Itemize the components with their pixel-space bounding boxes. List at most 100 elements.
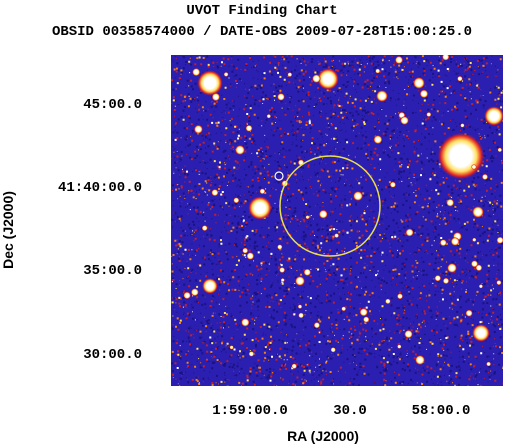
y-tick-label: 45:00.0 xyxy=(83,97,142,113)
star xyxy=(426,112,432,117)
sky-image xyxy=(171,55,503,386)
star xyxy=(497,147,503,153)
star xyxy=(312,74,321,83)
star xyxy=(334,233,339,239)
star xyxy=(484,106,503,126)
star xyxy=(363,316,370,323)
star xyxy=(280,278,285,283)
star xyxy=(413,77,425,89)
star xyxy=(397,293,403,300)
star xyxy=(472,324,490,342)
star xyxy=(400,116,409,125)
star xyxy=(277,244,283,250)
star xyxy=(475,264,483,272)
star xyxy=(305,215,310,220)
star xyxy=(183,291,191,300)
star xyxy=(437,132,485,180)
star xyxy=(470,260,479,268)
star xyxy=(295,276,305,286)
star xyxy=(241,318,250,327)
star xyxy=(259,188,266,195)
star xyxy=(287,72,293,77)
star xyxy=(303,268,311,276)
star xyxy=(373,135,383,145)
star xyxy=(404,329,413,339)
source-marker xyxy=(274,171,284,181)
star xyxy=(359,308,368,317)
star xyxy=(471,164,477,170)
star xyxy=(341,306,347,312)
star xyxy=(496,236,503,244)
star xyxy=(211,92,221,102)
star xyxy=(211,189,219,197)
star xyxy=(298,312,304,319)
y-tick-label: 30:00.0 xyxy=(83,347,142,363)
star xyxy=(450,237,460,246)
star xyxy=(375,68,381,74)
star xyxy=(465,309,473,317)
star xyxy=(229,345,234,350)
x-tick-label: 1:59:00.0 xyxy=(212,403,288,419)
star xyxy=(376,90,388,102)
star xyxy=(235,145,245,155)
title: UVOT Finding Chart xyxy=(186,3,337,19)
star xyxy=(457,75,463,82)
star xyxy=(496,280,502,286)
star xyxy=(385,298,391,305)
star xyxy=(353,191,363,201)
star xyxy=(481,173,489,180)
star xyxy=(442,55,450,61)
star xyxy=(397,344,402,349)
subtitle: OBSID 00358574000 / DATE-OBS 2009-07-28T… xyxy=(52,24,472,40)
star xyxy=(317,68,339,90)
star xyxy=(242,247,249,254)
star xyxy=(446,198,455,207)
noise xyxy=(171,55,503,386)
star xyxy=(266,114,271,119)
y-tick-label: 41:40:00.0 xyxy=(58,180,142,196)
star xyxy=(405,228,414,237)
star xyxy=(193,124,203,134)
star xyxy=(318,209,328,219)
star xyxy=(486,361,491,367)
x-tick-label: 58:00.0 xyxy=(412,403,471,419)
star xyxy=(297,304,303,309)
star xyxy=(472,206,484,218)
x-tick-label: 30.0 xyxy=(333,403,367,419)
y-axis-label: Dec (J2000) xyxy=(0,191,16,269)
star xyxy=(478,284,483,289)
star xyxy=(439,239,447,247)
star xyxy=(248,351,255,357)
star xyxy=(460,123,465,128)
star xyxy=(192,68,201,77)
star xyxy=(248,196,272,220)
star xyxy=(190,288,199,297)
star xyxy=(447,263,457,273)
star xyxy=(291,363,298,370)
star xyxy=(394,55,404,65)
star xyxy=(202,278,218,294)
star xyxy=(246,252,255,260)
star xyxy=(279,267,286,273)
star xyxy=(389,181,396,188)
star xyxy=(245,124,253,132)
star xyxy=(313,322,321,329)
noise-speckles xyxy=(171,55,503,386)
noise-speckles xyxy=(171,56,503,386)
star xyxy=(442,277,450,285)
star xyxy=(415,355,425,365)
star xyxy=(419,89,429,99)
star xyxy=(233,197,240,204)
star xyxy=(223,72,229,77)
star xyxy=(201,225,208,232)
star xyxy=(434,274,442,282)
error-circle xyxy=(279,155,381,257)
star xyxy=(330,347,336,353)
star xyxy=(277,93,285,101)
stars xyxy=(183,55,503,370)
y-tick-label: 35:00.0 xyxy=(83,263,142,279)
star xyxy=(472,237,477,242)
x-axis-label: RA (J2000) xyxy=(287,428,359,444)
star xyxy=(197,70,223,96)
